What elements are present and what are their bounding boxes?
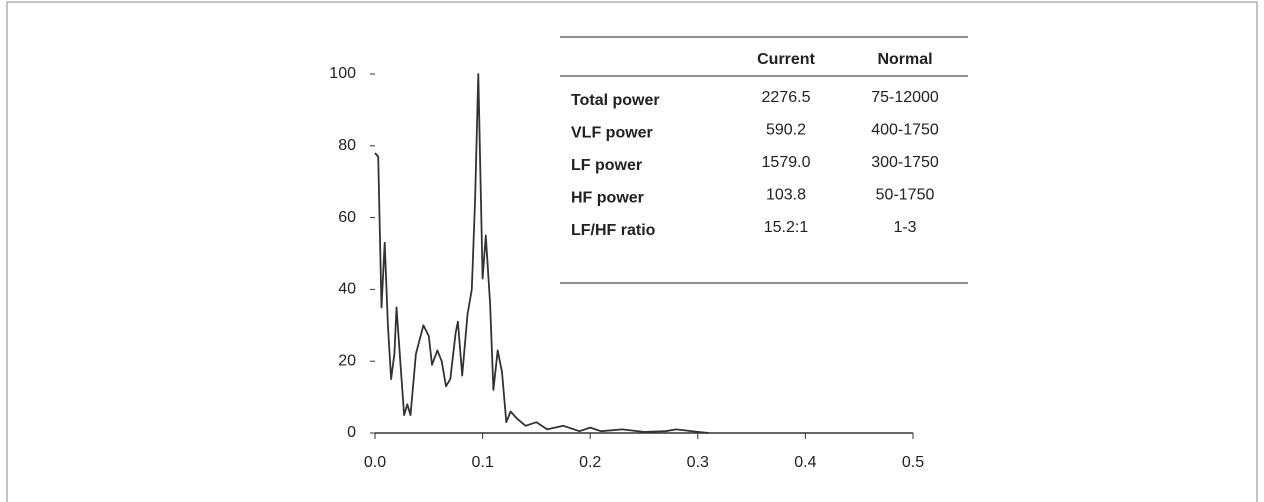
table-cell: 15.2:1 [764,219,809,236]
table-cell: 300-1750 [871,154,939,171]
y-tick-label: 80 [338,137,356,154]
table-cell: 1579.0 [762,154,811,171]
row-label: Total power [571,92,660,109]
table-header: Current [757,51,815,68]
y-tick-label: 20 [338,352,356,369]
row-label: LF power [571,157,642,174]
row-label: VLF power [571,125,653,142]
y-tick-label: 60 [338,209,356,226]
row-label: HF power [571,190,644,207]
table-cell: 50-1750 [876,187,935,204]
y-tick-label: 100 [329,65,356,82]
table-header: Normal [877,51,932,68]
x-tick-label: 0.1 [471,454,493,471]
spectrum-line [374,73,709,434]
row-label: LF/HF ratio [571,222,656,239]
frame [6,1,1258,502]
table-cell: 1-3 [893,219,916,236]
table-cell: 590.2 [766,122,806,139]
x-tick-label: 0.2 [579,454,601,471]
table-cell: 400-1750 [871,122,939,139]
table-cell: 103.8 [766,187,806,204]
table-cell: 2276.5 [762,89,811,106]
x-tick-label: 0.4 [794,454,816,471]
table-cell: 75-12000 [871,89,939,106]
x-tick-label: 0.3 [687,454,709,471]
y-tick-label: 40 [338,281,356,298]
y-tick-label: 0 [347,424,356,441]
x-tick-label: 0.0 [364,454,386,471]
x-tick-label: 0.5 [902,454,924,471]
